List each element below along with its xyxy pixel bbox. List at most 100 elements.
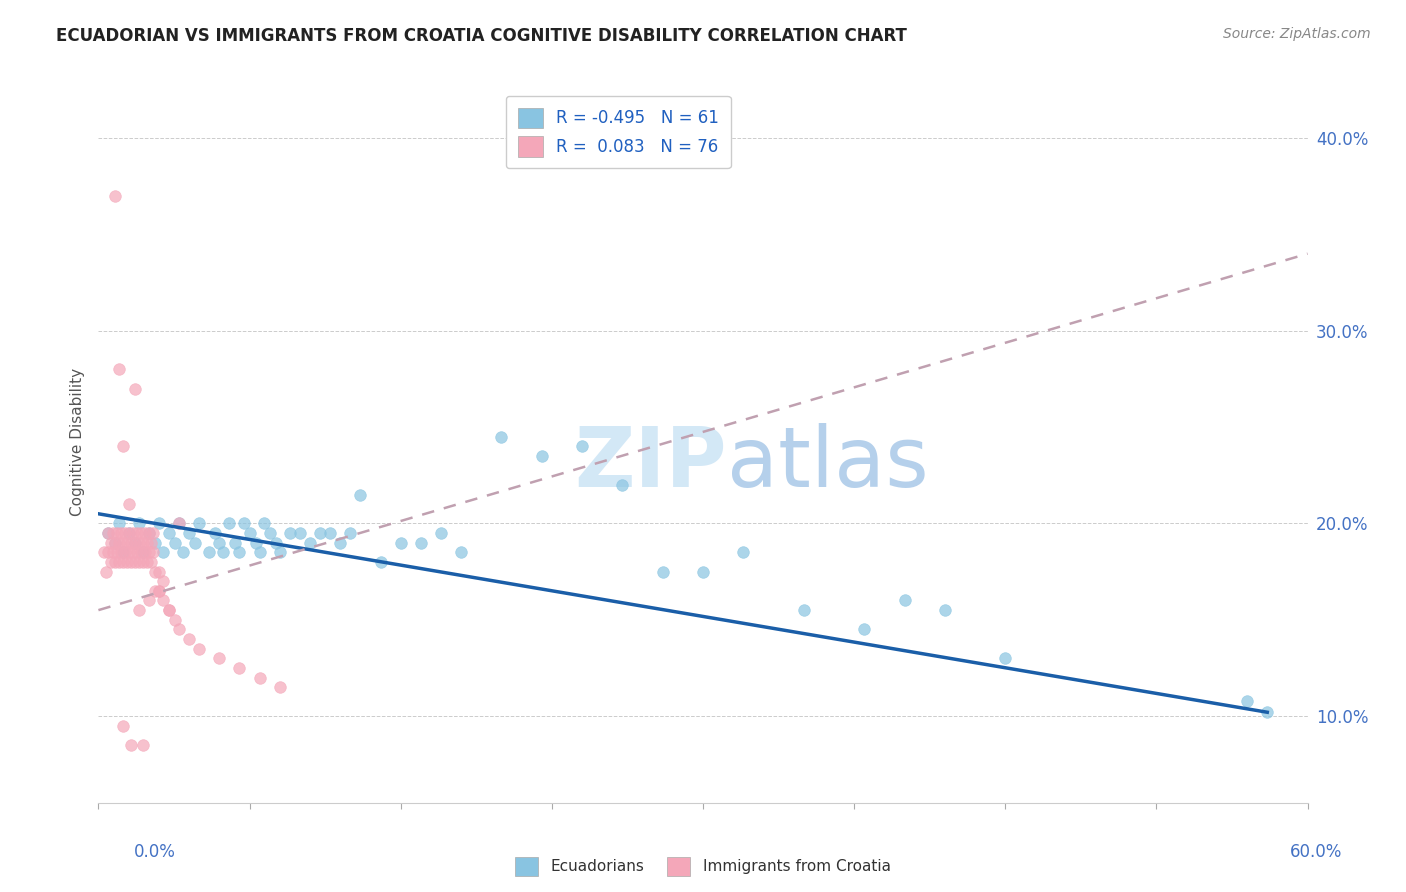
Point [128, 603, 150, 617]
Point [179, 632, 201, 646]
Point [132, 555, 155, 569]
Point [157, 603, 180, 617]
Point [389, 535, 412, 549]
Point [450, 545, 472, 559]
Text: ZIP: ZIP [575, 423, 727, 504]
Point [120, 535, 142, 549]
Point [103, 535, 125, 549]
Point [212, 545, 235, 559]
Point [105, 545, 128, 559]
Point [124, 535, 146, 549]
Point [269, 545, 291, 559]
Point [228, 661, 250, 675]
Point [232, 516, 254, 531]
Point [135, 555, 157, 569]
Point [259, 526, 281, 541]
Point [103, 189, 125, 203]
Point [118, 526, 141, 541]
Y-axis label: Cognitive Disability: Cognitive Disability [70, 368, 86, 516]
Point [430, 526, 453, 541]
Point [107, 535, 129, 549]
Point [124, 555, 146, 569]
Point [239, 526, 262, 541]
Point [249, 545, 271, 559]
Point [853, 623, 876, 637]
Point [101, 526, 124, 541]
Point [134, 526, 156, 541]
Point [138, 593, 160, 607]
Point [309, 526, 332, 541]
Point [114, 526, 136, 541]
Point [107, 362, 129, 376]
Point [97, 545, 120, 559]
Point [103, 555, 125, 569]
Point [167, 516, 190, 531]
Point [491, 430, 513, 444]
Point [96, 565, 118, 579]
Point [198, 545, 221, 559]
Point [218, 516, 240, 531]
Point [110, 545, 132, 559]
Point [111, 545, 134, 559]
Point [121, 526, 143, 541]
Point [129, 545, 152, 559]
Point [299, 535, 322, 549]
Point [148, 583, 170, 598]
Point [111, 535, 134, 549]
Point [208, 651, 231, 665]
Point [1256, 705, 1278, 719]
Point [142, 526, 165, 541]
Point [118, 497, 141, 511]
Point [339, 526, 361, 541]
Point [224, 535, 246, 549]
Point [148, 583, 170, 598]
Point [188, 641, 211, 656]
Point [245, 535, 267, 549]
Point [208, 535, 231, 549]
Point [179, 526, 201, 541]
Point [167, 623, 190, 637]
Point [100, 535, 122, 549]
Point [97, 526, 120, 541]
Point [103, 535, 125, 549]
Point [111, 555, 134, 569]
Point [124, 382, 146, 396]
Point [93, 545, 115, 559]
Point [530, 449, 553, 463]
Point [115, 555, 138, 569]
Point [163, 613, 186, 627]
Point [120, 555, 142, 569]
Text: 60.0%: 60.0% [1291, 843, 1343, 861]
Point [105, 526, 128, 541]
Point [994, 651, 1017, 665]
Point [132, 545, 155, 559]
Point [329, 535, 352, 549]
Point [125, 526, 148, 541]
Point [319, 526, 342, 541]
Point [249, 671, 271, 685]
Point [110, 526, 132, 541]
Point [97, 526, 120, 541]
Point [139, 535, 162, 549]
Point [152, 545, 174, 559]
Point [612, 478, 634, 492]
Point [132, 535, 155, 549]
Point [571, 439, 593, 453]
Point [114, 545, 136, 559]
Text: 0.0%: 0.0% [134, 843, 176, 861]
Point [135, 535, 157, 549]
Point [101, 545, 124, 559]
Point [111, 439, 134, 453]
Point [204, 526, 226, 541]
Point [349, 487, 371, 501]
Point [253, 516, 276, 531]
Point [111, 719, 134, 733]
Point [120, 738, 142, 752]
Point [228, 545, 250, 559]
Point [143, 583, 166, 598]
Point [132, 738, 155, 752]
Point [107, 555, 129, 569]
Point [142, 545, 165, 559]
Point [148, 565, 170, 579]
Point [138, 545, 160, 559]
